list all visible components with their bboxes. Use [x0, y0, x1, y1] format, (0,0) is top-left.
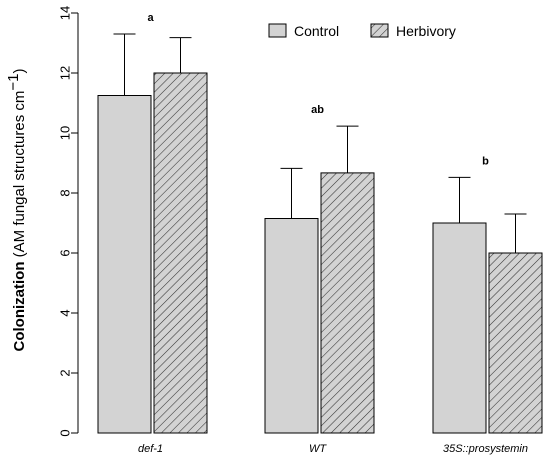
bar-def-1-herbivory — [153, 72, 208, 434]
legend-swatch-control — [268, 23, 287, 38]
significance-label-def-1: a — [147, 12, 154, 24]
y-axis: 0 2 4 6 8 10 12 14 — [57, 6, 79, 437]
bar-35s-prosystemin-control — [432, 222, 487, 434]
y-tick-label-8: 8 — [57, 189, 72, 196]
error-bars-group — [113, 33, 527, 253]
y-tick-label-4: 4 — [57, 309, 72, 316]
significance-label-wt: ab — [311, 104, 324, 116]
category-label-wt: WT — [309, 443, 327, 455]
legend-swatch-herbivory — [370, 23, 389, 38]
y-axis-title: Colonization (AM fungal structures cm−1) — [5, 69, 28, 352]
y-axis-title-unit: (AM fungal structures cm — [11, 91, 28, 262]
y-axis-title-close: ) — [11, 69, 28, 74]
bar-def-1-control — [97, 95, 152, 434]
category-labels-group: def-1 WT 35S::prosystemin — [138, 443, 528, 455]
significance-label-35s-prosystemin: b — [482, 155, 489, 167]
category-label-35s-prosystemin: 35S::prosystemin — [443, 443, 528, 455]
bar-wt-control — [264, 218, 319, 434]
y-tick-label-10: 10 — [57, 126, 72, 140]
y-tick-label-14: 14 — [57, 6, 72, 20]
legend-label-herbivory: Herbivory — [396, 23, 456, 39]
bars-group — [97, 72, 543, 434]
significance-labels-group: a ab b — [147, 12, 489, 167]
y-tick-label-2: 2 — [57, 369, 72, 376]
y-axis-title-bold: Colonization — [11, 262, 28, 352]
y-tick-label-12: 12 — [57, 66, 72, 80]
y-tick-label-6: 6 — [57, 249, 72, 256]
bar-wt-herbivory — [320, 172, 375, 434]
legend-label-control: Control — [294, 23, 339, 39]
bar-35s-prosystemin-herbivory — [488, 252, 543, 434]
legend: Control Herbivory — [268, 23, 456, 39]
y-axis-title-exponent: −1 — [5, 74, 22, 91]
y-tick-label-0: 0 — [57, 429, 72, 436]
category-label-def-1: def-1 — [138, 443, 163, 455]
